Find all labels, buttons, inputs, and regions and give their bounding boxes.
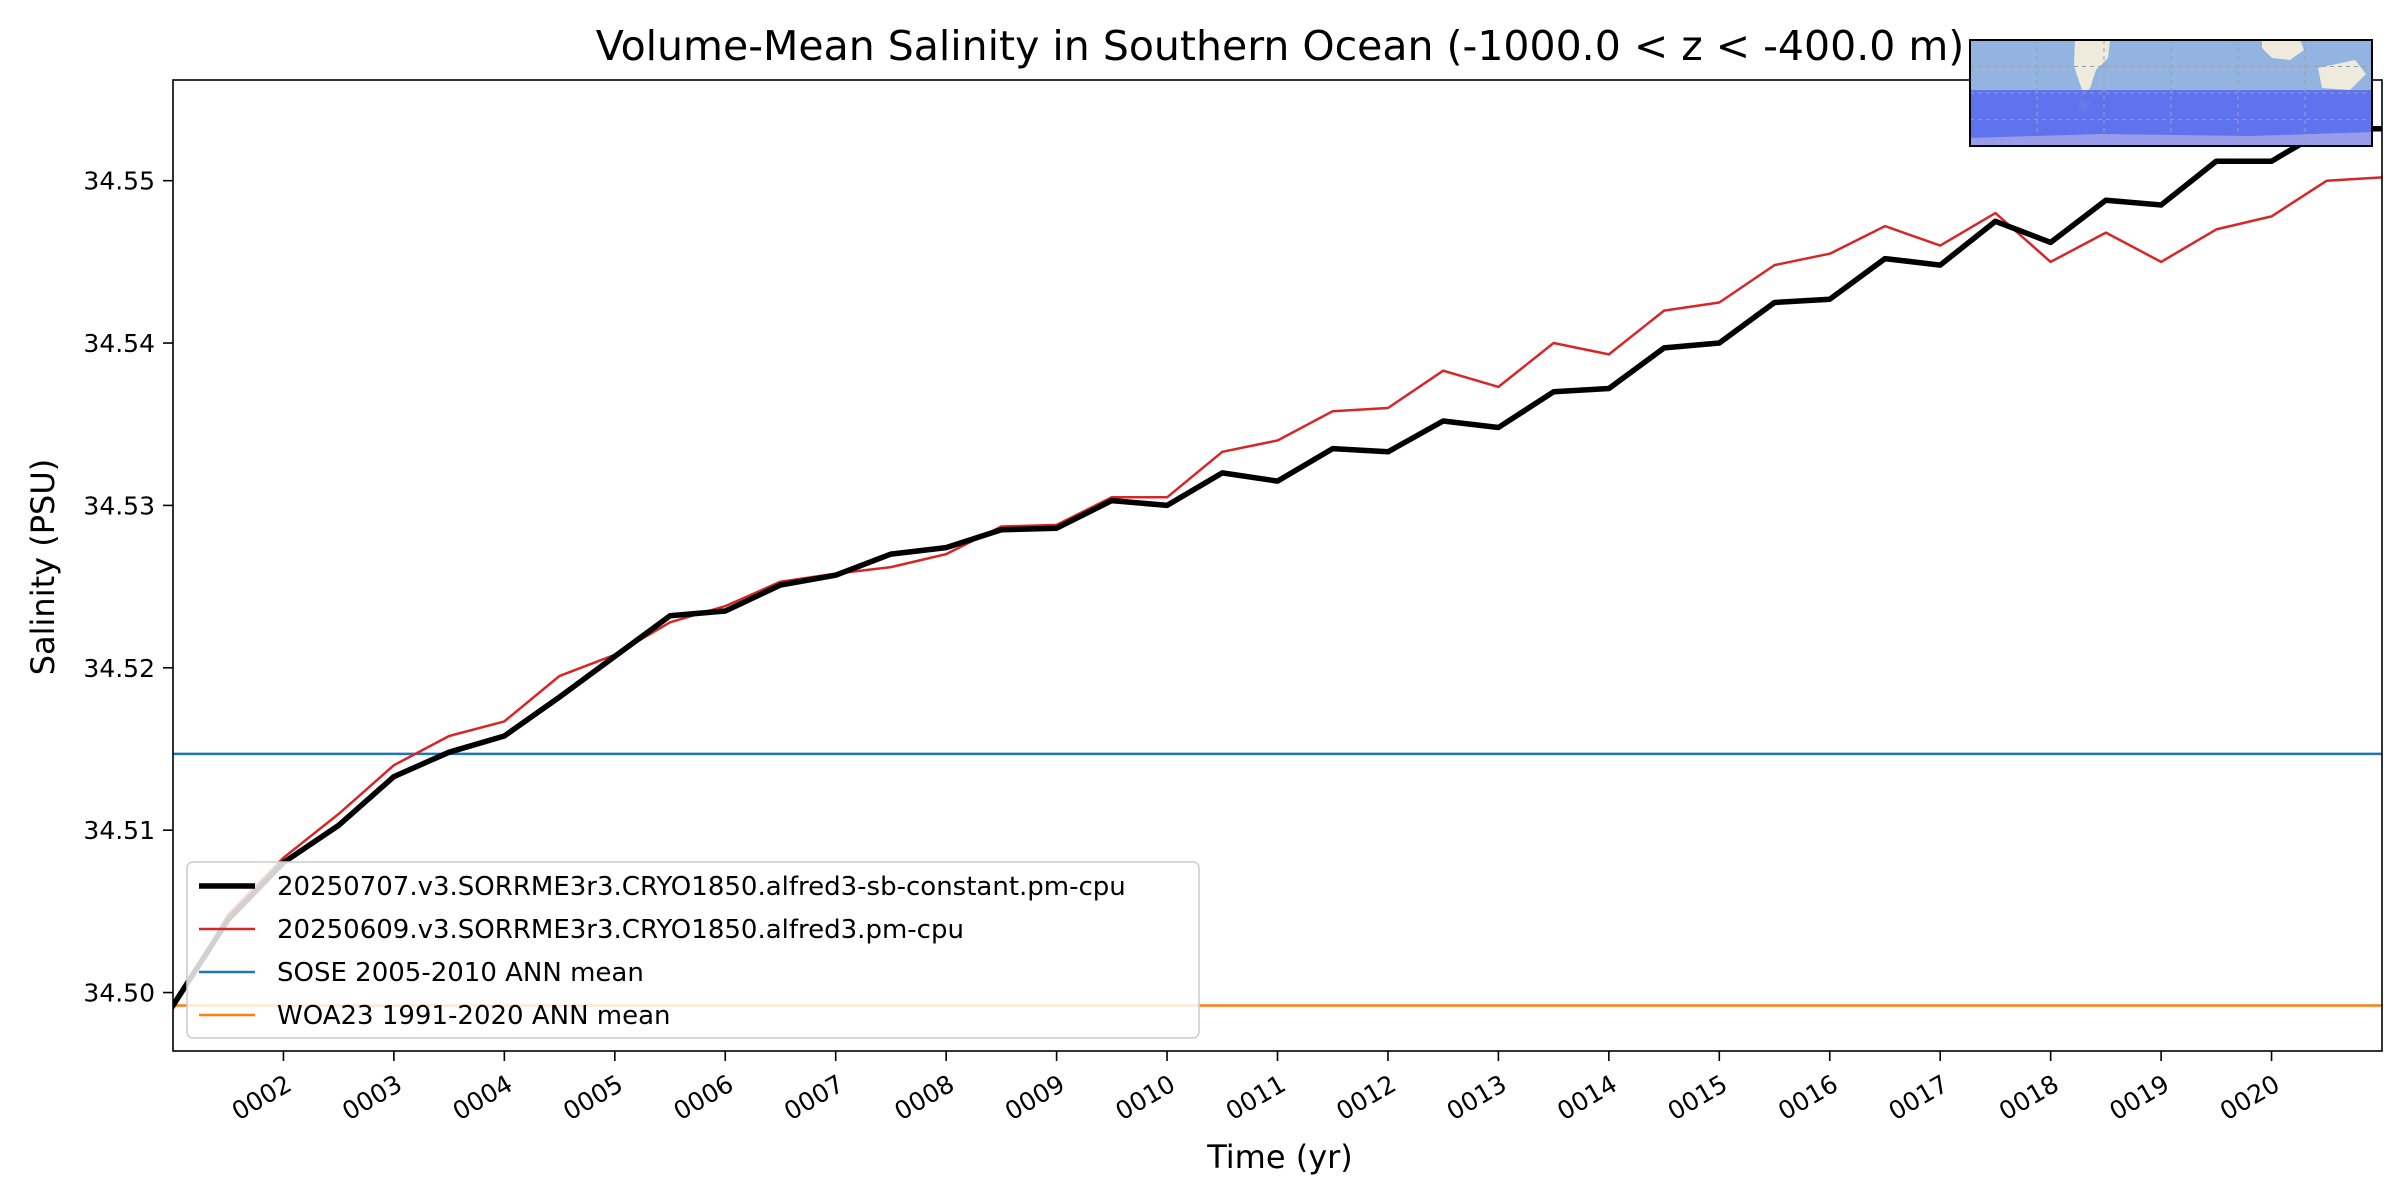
- inset-map: [1969, 39, 2373, 147]
- y-tick-label: 34.50: [83, 979, 155, 1008]
- legend-box: [186, 861, 1200, 1039]
- legend-label: 20250707.v3.SORRME3r3.CRYO1850.alfred3-s…: [277, 872, 1126, 902]
- legend: 20250707.v3.SORRME3r3.CRYO1850.alfred3-s…: [186, 861, 1200, 1039]
- y-tick-label: 34.55: [83, 167, 155, 196]
- y-tick-label: 34.53: [83, 491, 155, 520]
- chart-title: Volume-Mean Salinity in Southern Ocean (…: [596, 22, 1965, 70]
- southern-ocean-region-map-icon: [1969, 39, 2373, 147]
- y-axis-label: Salinity (PSU): [24, 459, 62, 676]
- legend-label: WOA23 1991-2020 ANN mean: [277, 1001, 671, 1031]
- y-tick-label: 34.52: [83, 654, 155, 683]
- legend-label: SOSE 2005-2010 ANN mean: [277, 958, 644, 988]
- legend-label: 20250609.v3.SORRME3r3.CRYO1850.alfred3.p…: [277, 915, 964, 945]
- series-line-1: [173, 125, 2382, 1009]
- x-axis-label: Time (yr): [1206, 1138, 1353, 1176]
- y-tick-label: 34.51: [83, 816, 155, 845]
- y-tick-label: 34.54: [83, 329, 155, 358]
